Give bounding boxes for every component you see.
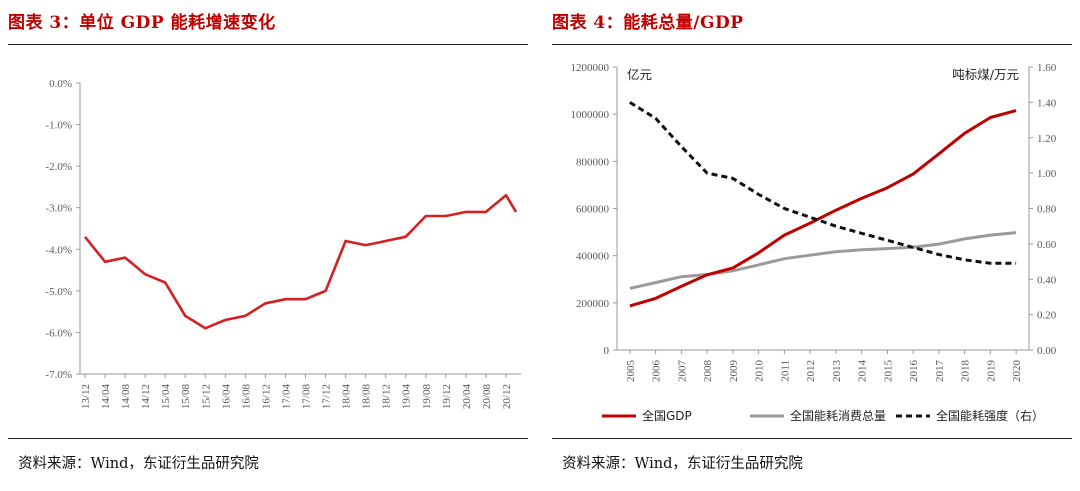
x-tick-label: 14/04 [100,384,112,410]
x-tick-label: 2015 [882,360,894,383]
x-tick-label: 19/08 [421,384,433,410]
x-tick-label: 14/08 [120,384,132,410]
title-rule [8,44,528,45]
x-tick-label: 2016 [908,360,920,383]
legend-item: 全国能耗强度（右） [896,408,1044,423]
y-tick-label: 0.0% [49,78,72,90]
title-rule [552,44,1072,45]
x-tick-label: 2006 [651,360,663,383]
line-chart-gdp-energy-growth: 0.0% -1.0% -2.0% -3.0% -4.0% -5.0% -6.0% -7.0% 1… [45,78,521,410]
legend-item: 全国能耗消费总量 [750,408,886,423]
left-y-tick-label: 1200000 [571,62,610,74]
x-tick-label: 2010 [754,360,766,383]
x-tick-label: 2019 [985,360,997,383]
x-tick-label: 16/04 [220,384,232,410]
y-tick-label: -7.0% [45,369,72,381]
source-rule [552,438,1072,439]
x-tick-label: 15/08 [180,384,192,410]
x-tick-label: 16/12 [260,384,272,409]
x-tick-label: 17/08 [301,384,313,410]
x-tick-label: 2007 [676,360,688,383]
left-y-tick-label: 600000 [576,204,610,216]
chart-panel-gdp-energy-growth: 图表 3：单位 GDP 能耗增速变化 0.0% -1.0% -2.0% -3.0% -4… [0,0,536,491]
x-tick-label: 2017 [934,360,946,383]
dual-axis-line-chart: 0 200000 400000 600000 800000 1000000 1200000 0… [571,62,1057,423]
legend-label: 全国能耗强度（右） [936,408,1044,423]
x-tick-label: 18/08 [361,384,373,410]
y-tick-label: -2.0% [45,161,72,173]
legend-label: 全国GDP [642,408,692,423]
x-tick-label: 20/12 [501,384,513,409]
series-line-3 [629,101,1017,265]
figure-title: 图表 4：能耗总量/GDP [552,13,744,33]
y-tick-label: -6.0% [45,327,72,339]
left-y-tick-label: 400000 [576,251,610,263]
series-line-2 [629,231,1017,290]
series-line-1 [629,109,1017,308]
x-tick-label: 2008 [702,360,714,383]
right-y-tick-label: 0.20 [1037,310,1057,322]
right-y-tick-label: 0.40 [1037,274,1057,286]
source-note: 资料来源：Wind，东证衍生品研究院 [562,456,803,472]
source-rule [8,438,528,439]
x-tick-label: 18/12 [381,384,393,409]
x-tick-label: 16/08 [240,384,252,410]
x-tick-label: 2018 [960,360,972,383]
right-y-tick-label: 1.00 [1037,168,1057,180]
chart-panel-energy-total-gdp: 图表 4：能耗总量/GDP 0 200000 400000 600000 800000 1… [544,0,1080,491]
y-tick-label: -1.0% [45,120,72,132]
x-tick-label: 15/04 [160,384,172,410]
left-y-tick-label: 1000000 [571,109,610,121]
y-tick-label: -4.0% [45,244,72,256]
legend-label: 全国能耗消费总量 [790,408,886,423]
x-tick-label: 13/12 [80,384,92,409]
y-tick-label: -5.0% [45,286,72,298]
figure-title: 图表 3：单位 GDP 能耗增速变化 [8,13,276,33]
right-y-tick-label: 0.80 [1037,204,1057,216]
source-note: 资料来源：Wind，东证衍生品研究院 [18,456,259,472]
x-tick-label: 2009 [728,360,740,383]
right-y-tick-label: 1.60 [1037,62,1057,74]
x-tick-label: 2012 [805,360,817,382]
x-tick-label: 18/04 [341,384,353,410]
left-axis-unit: 亿元 [627,67,652,82]
x-tick-label: 20/04 [461,384,473,410]
x-tick-label: 17/12 [321,384,333,409]
left-y-tick-label: 0 [604,345,610,357]
x-tick-label: 2013 [831,360,843,383]
right-y-tick-label: 1.40 [1037,97,1057,109]
right-y-tick-label: 1.20 [1037,133,1057,145]
left-y-tick-label: 800000 [576,156,610,168]
legend-item: 全国GDP [602,408,692,423]
right-axis-unit: 吨标煤/万元 [952,67,1019,82]
series-line [83,193,518,330]
x-tick-label: 17/04 [280,384,292,410]
x-tick-label: 20/08 [481,384,493,410]
x-tick-label: 19/12 [441,384,453,409]
x-tick-label: 2014 [857,360,869,383]
x-tick-label: 2020 [1011,360,1023,383]
x-tick-label: 2005 [625,360,637,383]
x-tick-label: 2011 [779,360,791,382]
y-tick-label: -3.0% [45,203,72,215]
x-tick-label: 15/12 [200,384,212,409]
right-y-tick-label: 0.00 [1037,345,1057,357]
left-y-tick-label: 200000 [576,298,610,310]
x-tick-label: 14/12 [140,384,152,409]
x-tick-label: 19/04 [401,384,413,410]
right-y-tick-label: 0.60 [1037,239,1057,251]
